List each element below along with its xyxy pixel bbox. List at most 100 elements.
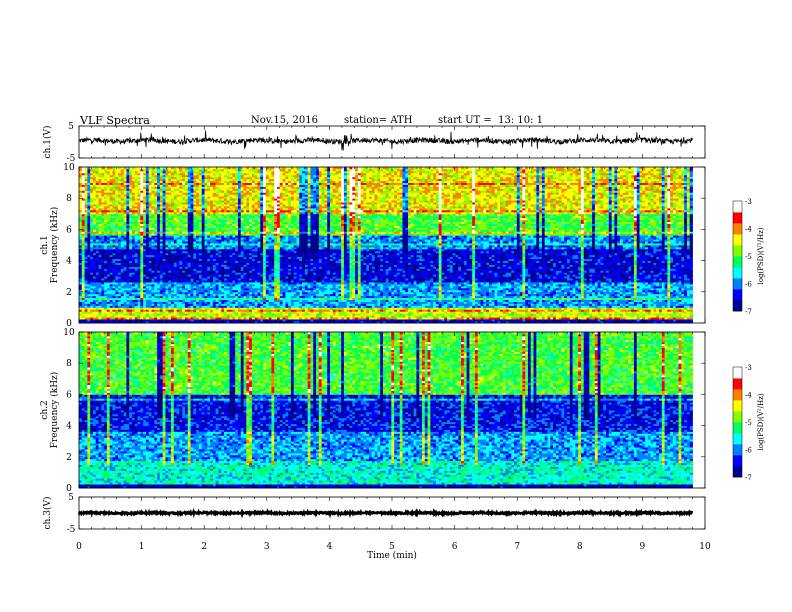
spectrogram-cell: [488, 297, 493, 300]
spectrogram-cell: [667, 309, 671, 312]
spectrogram-cell: [310, 317, 314, 320]
spectrogram-cell: [218, 317, 222, 320]
spectrogram-cell: [619, 315, 624, 318]
spectrogram-cell: [477, 319, 481, 322]
spectrogram-cell: [341, 315, 345, 318]
spectrogram-cell: [427, 301, 431, 304]
spectrogram-cell: [98, 309, 102, 312]
spectrogram-cell: [357, 317, 362, 320]
spectrogram-cell: [118, 299, 122, 302]
spectrogram-cell: [235, 297, 239, 300]
spectrogram-cell: [508, 301, 512, 304]
spectrogram-cell: [271, 301, 275, 304]
spectrogram-cell: [647, 315, 652, 318]
spectrogram-cell: [583, 321, 587, 324]
spectrogram-cell: [293, 301, 297, 304]
spectrogram-cell: [190, 311, 194, 314]
spectrogram-cell: [137, 299, 141, 302]
spectrogram-cell: [541, 301, 546, 304]
spectrogram-cell: [380, 309, 384, 312]
spectrogram-cell: [268, 305, 272, 308]
spectrogram-cell: [444, 313, 448, 316]
spectrogram-cell: [349, 297, 353, 300]
spectrogram-cell: [667, 303, 671, 306]
spectrogram-cell: [210, 307, 214, 310]
spectrogram-cell: [346, 311, 350, 314]
spectrogram-cell: [171, 301, 175, 304]
spectrogram-cell: [131, 303, 136, 306]
spectrogram-cell: [145, 299, 150, 302]
spectrogram-cell: [650, 313, 654, 316]
spectrogram-cell: [363, 305, 367, 308]
spectrogram-cell: [131, 317, 136, 320]
spectrogram-cell: [302, 297, 306, 300]
spectrogram-cell: [458, 299, 462, 302]
spectrogram-cell: [628, 301, 632, 304]
spectrogram-cell: [310, 319, 314, 322]
spectrogram-cell: [399, 307, 403, 310]
spectrogram-cell: [672, 319, 677, 322]
spectrogram-cell: [260, 309, 264, 312]
spectrogram-cell: [157, 315, 161, 318]
spectrogram-cell: [511, 321, 515, 324]
spectrogram-cell: [678, 309, 682, 312]
spectrogram-cell: [374, 299, 378, 302]
spectrogram-cell: [79, 319, 83, 322]
spectrogram-cell: [633, 317, 638, 320]
spectrogram-cell: [681, 303, 685, 306]
spectrogram-cell: [606, 303, 610, 306]
spectrogram-cell: [343, 307, 348, 310]
spectrogram-cell: [488, 321, 493, 324]
spectrogram-cell: [447, 313, 451, 316]
spectrogram-cell: [332, 305, 336, 308]
spectrogram-cell: [338, 299, 342, 302]
spectrogram-cell: [109, 313, 113, 316]
spectrogram-cell: [279, 315, 283, 318]
spectrogram-cell: [288, 305, 292, 308]
spectrogram-cell: [421, 311, 426, 314]
spectrogram-cell: [533, 309, 537, 312]
spectrogram-cell: [154, 303, 158, 306]
spectrogram-cell: [327, 301, 331, 304]
spectrogram-cell: [226, 311, 230, 314]
spectrogram-cell: [115, 319, 119, 322]
spectrogram-cell: [327, 313, 331, 316]
spectrogram-cell: [567, 299, 571, 302]
spectrogram-cell: [405, 319, 409, 322]
spectrogram-cell: [360, 315, 364, 318]
spectrogram-cell: [659, 305, 663, 308]
spectrogram-cell: [140, 301, 144, 304]
spectrogram-cell: [664, 297, 668, 300]
spectrogram-cell: [597, 319, 601, 322]
spectrogram-cell: [299, 313, 303, 316]
spectrogram-cell: [525, 305, 529, 308]
spectrogram-cell: [672, 301, 677, 304]
spectrogram-cell: [396, 313, 401, 316]
spectrogram-cell: [196, 307, 200, 310]
spectrogram-cell: [257, 307, 261, 310]
spectrogram-cell: [243, 321, 247, 324]
spectrogram-cell: [522, 307, 526, 310]
spectrogram-cell: [224, 313, 228, 316]
spectrogram-cell: [608, 299, 613, 302]
spectrogram-cell: [226, 299, 230, 302]
spectrogram-cell: [279, 297, 283, 300]
spectrogram-cell: [260, 303, 264, 306]
spectrogram-cell: [684, 309, 688, 312]
spectrogram-cell: [285, 321, 289, 324]
spectrogram-cell: [642, 297, 646, 300]
spectrogram-cell: [642, 317, 646, 320]
spectrogram-cell: [474, 321, 479, 324]
spectrogram-cell: [276, 301, 281, 304]
spectrogram-cell: [500, 319, 504, 322]
spectrogram-cell: [307, 319, 311, 322]
spectrogram-cell: [313, 317, 317, 320]
spectrogram-cell: [458, 309, 462, 312]
spectrogram-cell: [516, 319, 520, 322]
spectrogram-cell: [458, 321, 462, 324]
spectrogram-cell: [343, 305, 348, 308]
spectrogram-cell: [678, 311, 682, 314]
spectrogram-cell: [235, 311, 239, 314]
spectrogram-cell: [611, 299, 615, 302]
spectrogram-cell: [179, 309, 183, 312]
